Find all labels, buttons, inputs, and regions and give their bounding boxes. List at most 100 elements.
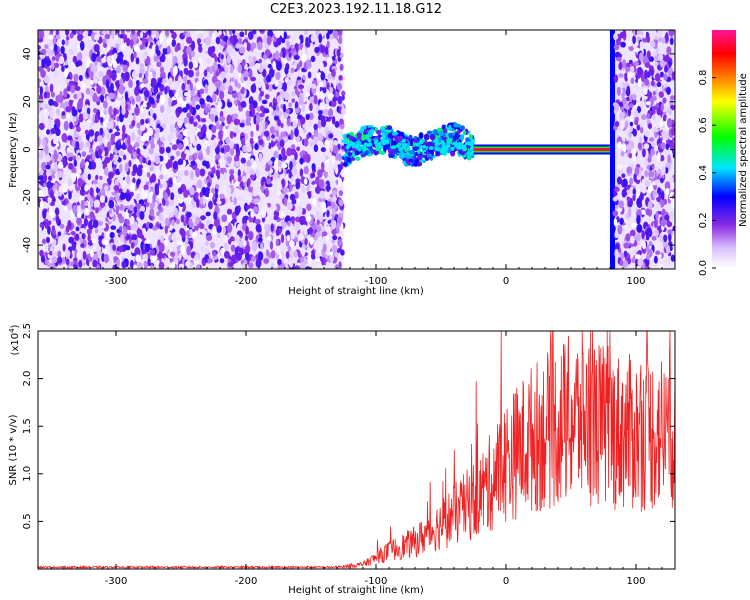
noise-speck (266, 235, 272, 241)
colorbar-tick-label: 0.2 (698, 212, 709, 228)
noise-speck (89, 197, 94, 208)
noise-speck (206, 57, 211, 65)
noise-speck (204, 247, 209, 255)
noise-speck (226, 215, 233, 222)
noise-speck (288, 102, 292, 108)
noise-speck (326, 56, 333, 66)
noise-speck (301, 247, 306, 257)
noise-speck (659, 233, 664, 243)
noise-speck (257, 41, 263, 51)
noise-speck (320, 115, 326, 122)
noise-speck (168, 77, 173, 86)
noise-speck (650, 148, 656, 156)
noise-speck (61, 132, 68, 143)
noise-speck (322, 108, 329, 116)
noise-speck (81, 151, 87, 158)
noise-speck (38, 150, 44, 160)
noise-speck (131, 131, 136, 142)
noise-speck (211, 125, 217, 134)
noise-speck (660, 102, 664, 112)
noise-speck (119, 203, 124, 212)
noise-speck (223, 35, 229, 41)
noise-speck (155, 169, 160, 178)
noise-speck (636, 214, 641, 225)
noise-speck (196, 179, 203, 189)
noise-speck (165, 146, 171, 154)
noise-speck (132, 164, 138, 173)
noise-speck (175, 150, 181, 157)
noise-speck (332, 234, 338, 241)
noise-speck (664, 54, 670, 63)
noise-speck (122, 142, 126, 151)
noise-speck (152, 70, 157, 78)
noise-speck (216, 200, 222, 205)
noise-speck (39, 30, 45, 39)
noise-speck (287, 79, 294, 86)
noise-speck (312, 198, 317, 206)
noise-speck (89, 90, 94, 97)
noise-speck (104, 156, 111, 164)
noise-speck (171, 246, 177, 252)
noise-speck (219, 90, 225, 100)
noise-speck (109, 231, 115, 239)
band-speck (448, 124, 452, 130)
x-tick-label: -300 (105, 276, 128, 287)
noise-speck (194, 127, 199, 132)
noise-speck (666, 245, 671, 254)
noise-speck (313, 144, 319, 153)
noise-speck (114, 192, 119, 202)
noise-speck (184, 149, 190, 155)
noise-speck (184, 137, 189, 147)
band-peak (406, 146, 411, 151)
band-speck (448, 132, 453, 139)
noise-speck (250, 158, 255, 164)
noise-speck (647, 200, 653, 210)
noise-speck (654, 55, 659, 62)
noise-speck (340, 169, 345, 178)
noise-speck (320, 147, 326, 153)
band-speck (355, 156, 361, 161)
noise-speck (132, 151, 137, 161)
noise-speck (229, 35, 234, 44)
noise-speck (283, 91, 290, 101)
noise-speck (629, 235, 635, 245)
noise-speck (266, 35, 272, 46)
noise-speck (280, 122, 284, 129)
noise-speck (43, 91, 48, 99)
noise-speck (234, 205, 240, 216)
noise-speck (612, 210, 619, 217)
noise-speck (229, 140, 234, 149)
noise-speck (136, 148, 141, 155)
noise-speck (275, 130, 280, 138)
noise-speck (91, 52, 97, 63)
noise-speck (39, 86, 44, 96)
noise-speck (311, 163, 316, 171)
noise-speck (200, 246, 205, 253)
noise-speck (197, 32, 204, 40)
noise-speck (122, 64, 128, 73)
noise-speck (278, 166, 282, 173)
noise-speck (631, 94, 637, 100)
noise-speck (168, 211, 174, 219)
noise-speck (307, 61, 312, 68)
noise-speck (68, 80, 75, 86)
noise-speck (228, 261, 234, 267)
noise-speck (204, 107, 210, 114)
snr-ylabel: SNR (10 * v/v) (8, 414, 19, 485)
noise-speck (102, 38, 107, 45)
band-speck (376, 129, 382, 135)
noise-speck (258, 145, 263, 151)
noise-speck (113, 154, 119, 161)
noise-speck (59, 223, 65, 229)
noise-speck (223, 242, 228, 249)
noise-speck (625, 120, 629, 129)
noise-speck (295, 178, 301, 184)
noise-speck (124, 91, 129, 102)
noise-speck (238, 195, 245, 201)
noise-speck (256, 106, 261, 112)
noise-speck (159, 66, 165, 74)
band-speck (426, 153, 433, 158)
noise-speck (215, 71, 219, 77)
noise-speck (279, 139, 285, 148)
noise-speck (626, 166, 633, 175)
